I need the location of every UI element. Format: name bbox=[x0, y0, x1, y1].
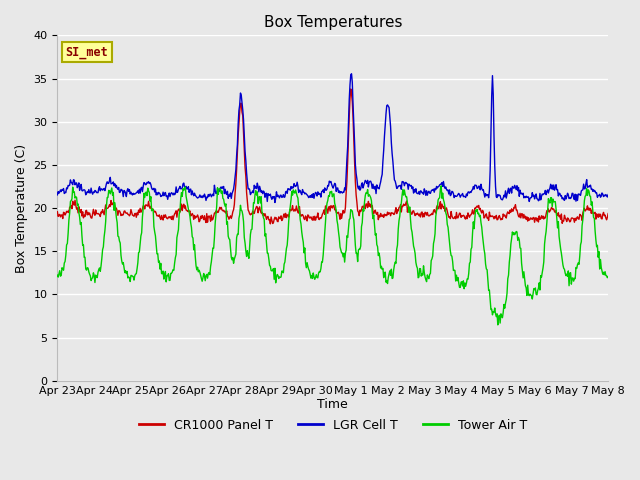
X-axis label: Time: Time bbox=[317, 398, 348, 411]
Text: SI_met: SI_met bbox=[66, 46, 108, 59]
Title: Box Temperatures: Box Temperatures bbox=[264, 15, 402, 30]
Legend: CR1000 Panel T, LGR Cell T, Tower Air T: CR1000 Panel T, LGR Cell T, Tower Air T bbox=[134, 414, 532, 437]
Y-axis label: Box Temperature (C): Box Temperature (C) bbox=[15, 144, 28, 273]
